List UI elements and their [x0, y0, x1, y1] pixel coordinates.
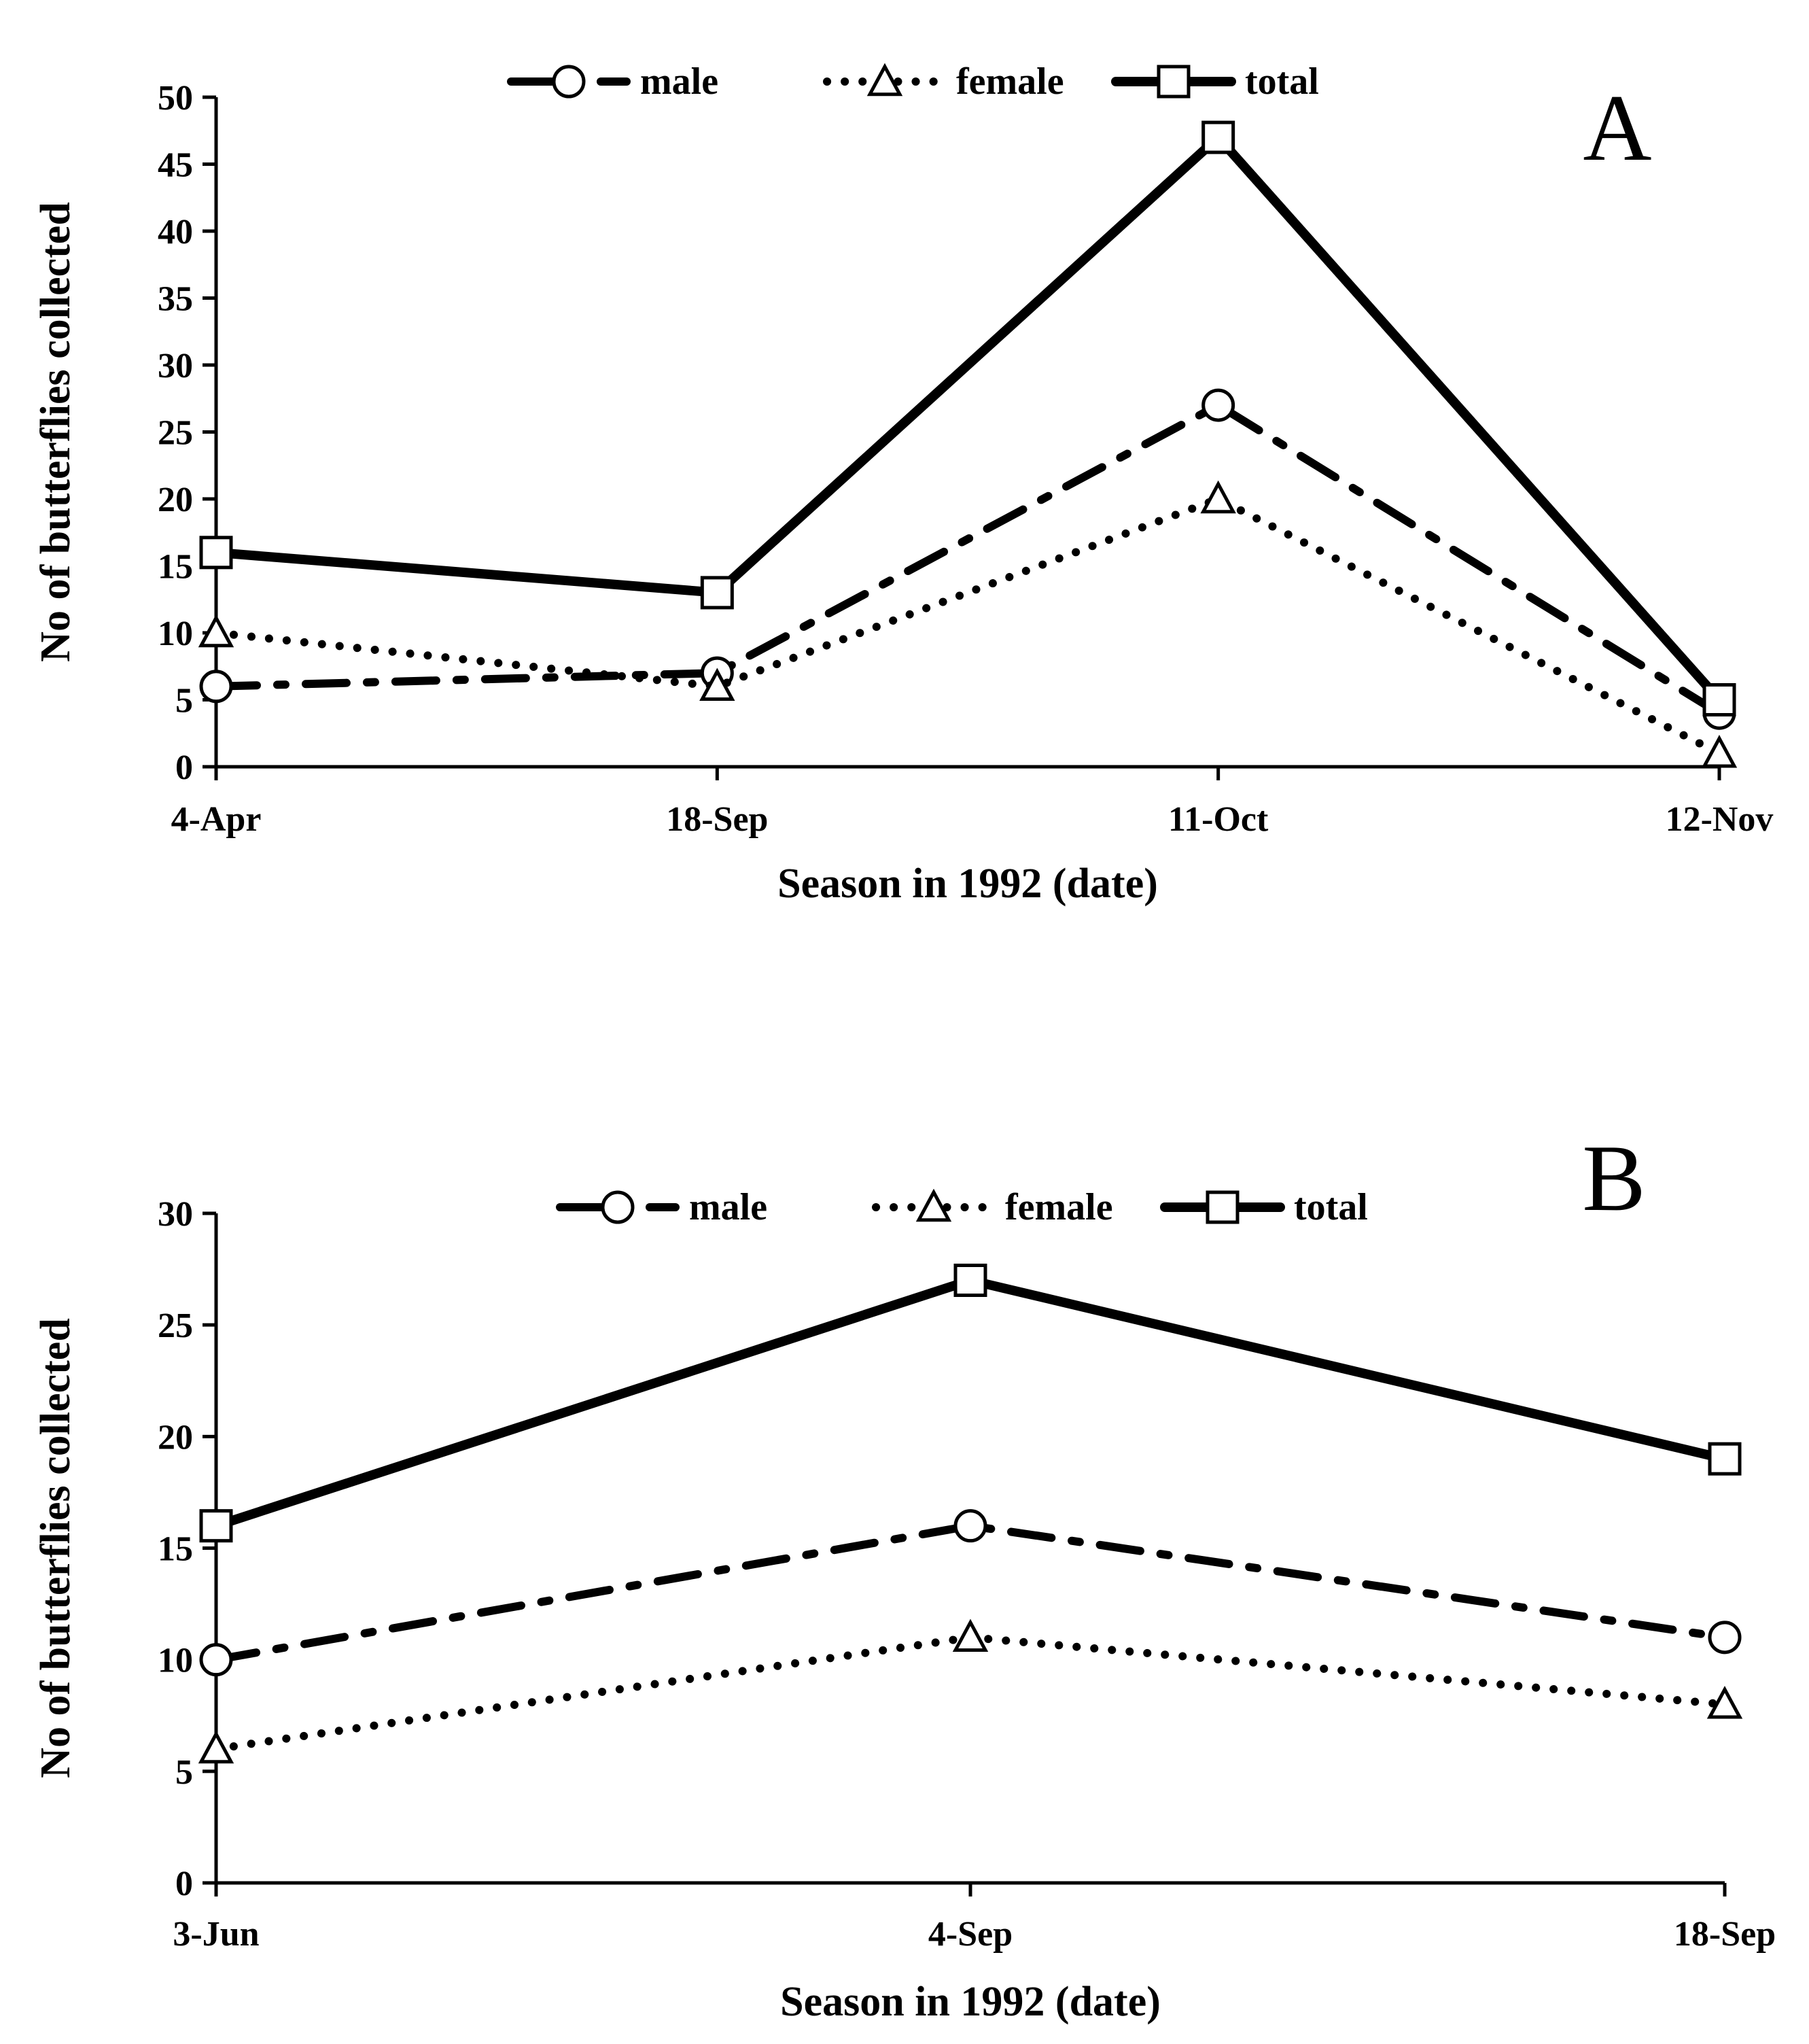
x-tick-label: 11-Oct: [1168, 800, 1269, 839]
data-point-total: [199, 536, 233, 570]
data-point-female: [198, 1730, 234, 1764]
chart-panel-a: 0 5 10 15 20 25 30 35 40 45 50 4-Apr 18-Sep 11-Oct 12-…: [33, 60, 1773, 907]
legend-marker-male: [601, 1190, 635, 1224]
x-axis-title: Season in 1992 (date): [777, 861, 1158, 907]
data-point-female: [1701, 735, 1738, 768]
x-tick-label: 18-Sep: [666, 800, 768, 839]
series-line-male: [212, 401, 1723, 718]
data-point-total: [700, 576, 734, 610]
y-tick-label: 0: [175, 748, 193, 787]
legend-label-female: female: [1005, 1186, 1113, 1228]
x-tick-label: 3-Jun: [173, 1915, 259, 1954]
series-line-female: [212, 495, 1723, 758]
y-tick-label: 20: [158, 1418, 193, 1457]
data-point-total: [1708, 1442, 1742, 1476]
panel-label: A: [1583, 75, 1651, 181]
data-point-female: [1200, 480, 1236, 514]
y-tick-label: 25: [158, 414, 193, 453]
y-tick-label: 30: [158, 347, 193, 385]
chart-panel-b: 0 5 10 15 20 25 30 3-Jun 4-Sep 18-Sep Season in 19…: [33, 1126, 1776, 2025]
legend-marker-male: [552, 65, 586, 99]
y-tick-label: 30: [158, 1195, 193, 1234]
legend-label-male: male: [689, 1186, 767, 1228]
x-tick-label: 18-Sep: [1674, 1915, 1776, 1954]
y-tick-label: 5: [175, 682, 193, 721]
series-line-total: [211, 1275, 1729, 1531]
y-tick-label: 25: [158, 1306, 193, 1345]
data-point-total: [1702, 683, 1736, 716]
legend-label-male: male: [640, 60, 718, 103]
series-line-male: [212, 1521, 1729, 1664]
data-point-female: [198, 614, 234, 648]
y-tick-label: 50: [158, 79, 193, 118]
legend-marker-female: [915, 1188, 952, 1222]
data-point-female: [952, 1618, 989, 1652]
data-point-total: [1201, 120, 1235, 154]
legend-label-total: total: [1294, 1186, 1368, 1228]
y-tick-label: 15: [158, 1530, 193, 1569]
data-point-male: [199, 670, 233, 704]
series-line-female: [212, 1633, 1729, 1753]
legend-marker-total: [1157, 65, 1191, 99]
y-tick-label: 45: [158, 146, 193, 185]
data-point-male: [1201, 388, 1235, 422]
legend-marker-female: [866, 63, 903, 97]
y-tick-label: 10: [158, 614, 193, 653]
series-line-total: [211, 133, 1724, 705]
legend-label-female: female: [956, 60, 1064, 103]
data-point-female: [1706, 1686, 1743, 1719]
legend-label-total: total: [1245, 60, 1319, 103]
legend: male female total: [556, 1186, 1368, 1228]
legend: male female total: [507, 60, 1319, 103]
x-tick-label: 12-Nov: [1666, 800, 1774, 839]
y-tick-label: 10: [158, 1642, 193, 1680]
data-point-male: [1708, 1621, 1742, 1655]
y-tick-label: 0: [175, 1865, 193, 1903]
x-tick-label: 4-Sep: [928, 1915, 1013, 1954]
y-tick-label: 20: [158, 481, 193, 519]
panel-label: B: [1582, 1126, 1645, 1231]
legend-marker-total: [1206, 1190, 1240, 1224]
y-axis-title: No of butterflies collected: [33, 202, 79, 662]
y-tick-label: 5: [175, 1753, 193, 1792]
y-tick-label: 35: [158, 280, 193, 319]
y-tick-label: 40: [158, 213, 193, 252]
data-point-total: [953, 1264, 987, 1297]
data-point-total: [199, 1509, 233, 1543]
y-tick-label: 15: [158, 548, 193, 587]
x-axis-title: Season in 1992 (date): [780, 1979, 1161, 2025]
data-point-male: [953, 1509, 987, 1543]
x-tick-label: 4-Apr: [171, 800, 262, 839]
data-point-male: [199, 1643, 233, 1677]
y-axis-title: No of butterflies collected: [33, 1318, 79, 1778]
data-point-female: [699, 668, 735, 701]
